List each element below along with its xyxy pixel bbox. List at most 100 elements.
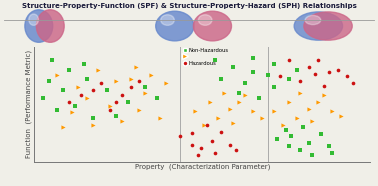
Point [329, 151, 335, 154]
Point [192, 110, 198, 113]
Circle shape [304, 12, 352, 40]
Point [297, 80, 303, 83]
Point [125, 100, 131, 103]
Point [133, 66, 139, 69]
Point [107, 105, 113, 108]
Point [271, 85, 277, 88]
Point [113, 80, 119, 83]
Circle shape [25, 10, 53, 42]
Point [321, 93, 327, 96]
Point [283, 128, 289, 131]
Y-axis label: Function  (Performance Metric): Function (Performance Metric) [25, 50, 32, 158]
Circle shape [198, 15, 212, 25]
Point [227, 107, 233, 110]
Point [54, 74, 60, 77]
Point [127, 77, 133, 80]
Point [157, 116, 163, 119]
Point [318, 133, 324, 136]
Point [277, 75, 283, 78]
Point [119, 120, 125, 123]
Point [40, 97, 46, 100]
Point [297, 149, 303, 152]
Text: Structure-Property-Function (SPF) & Structure-Property-Hazard (SPH) Relationship: Structure-Property-Function (SPF) & Stru… [22, 3, 356, 9]
Point [98, 82, 104, 85]
Point [48, 59, 54, 62]
Point [69, 111, 75, 114]
Point [306, 66, 312, 69]
Point [306, 107, 312, 110]
Point [90, 116, 96, 119]
Point [154, 97, 160, 100]
Point [297, 91, 303, 94]
Point [236, 91, 242, 94]
Point [312, 73, 318, 76]
Point [177, 135, 183, 138]
Point [350, 82, 356, 85]
Point [81, 62, 87, 65]
Point [90, 124, 96, 126]
Point [113, 114, 119, 117]
Point [218, 130, 224, 133]
Point [136, 80, 143, 83]
Point [95, 68, 101, 71]
Point [285, 144, 291, 147]
Point [221, 91, 227, 94]
Point [250, 57, 256, 60]
Point [201, 124, 207, 126]
Circle shape [36, 10, 64, 42]
Point [206, 100, 212, 103]
Point [209, 140, 215, 142]
Point [142, 85, 148, 88]
Point [163, 82, 169, 85]
Point [285, 100, 291, 103]
Point [195, 153, 201, 156]
Circle shape [156, 11, 194, 41]
Point [142, 91, 148, 94]
Point [285, 59, 291, 62]
Point [294, 116, 301, 119]
Point [329, 110, 335, 113]
Point [113, 100, 119, 103]
Point [66, 100, 72, 103]
Point [119, 93, 125, 96]
Point [230, 66, 236, 69]
Point [46, 80, 52, 83]
Point [218, 77, 224, 80]
Point [189, 132, 195, 134]
Point [212, 151, 218, 154]
Legend: Non-Hazardous, , Hazardous: Non-Hazardous, , Hazardous [183, 48, 229, 66]
Point [233, 149, 239, 152]
Point [309, 153, 315, 156]
Point [280, 124, 286, 126]
Circle shape [294, 12, 342, 40]
Point [148, 74, 154, 77]
Point [285, 77, 291, 80]
Point [265, 74, 271, 77]
Point [60, 89, 66, 92]
Point [242, 93, 248, 96]
Point [84, 97, 90, 100]
Point [271, 62, 277, 65]
Point [327, 70, 333, 73]
Point [212, 59, 218, 62]
Point [338, 114, 344, 117]
Point [274, 137, 280, 140]
Point [309, 120, 315, 123]
Point [250, 110, 256, 113]
Point [84, 77, 90, 80]
Point [236, 100, 242, 103]
Point [288, 135, 294, 138]
Point [75, 85, 81, 88]
Point [242, 82, 248, 85]
Point [107, 108, 113, 111]
Point [230, 121, 236, 124]
Circle shape [305, 15, 321, 25]
Point [78, 93, 84, 96]
Circle shape [161, 15, 174, 25]
Point [315, 59, 321, 62]
Point [215, 116, 222, 119]
Point [66, 68, 72, 71]
Point [54, 108, 60, 111]
Point [60, 126, 66, 129]
Point [256, 97, 262, 100]
